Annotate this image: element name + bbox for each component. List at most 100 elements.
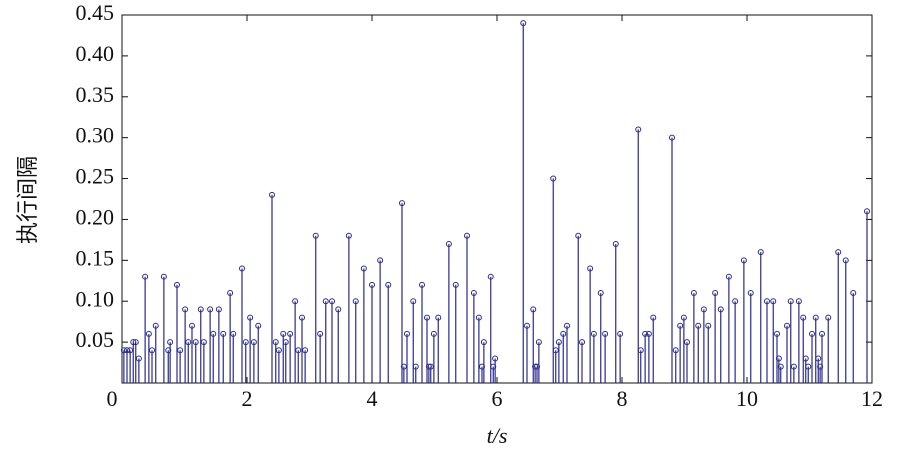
stem-marker [617,330,624,337]
stem-marker [864,208,870,215]
stem-marker [534,363,540,370]
stem-marker [335,306,342,313]
stem-marker [400,363,407,370]
x-axis-label: t/s [487,423,508,448]
stem-marker [732,298,739,305]
stem-marker [764,298,770,305]
stem-marker [842,257,849,264]
stem-marker [637,347,644,354]
stem-marker [784,322,790,329]
stem-marker [690,290,697,297]
stem-marker [145,330,152,337]
stem-marker [579,339,585,346]
stem-marker [535,339,542,346]
stem-marker [385,281,392,288]
stem-marker [210,330,217,337]
stem-marker [812,314,819,321]
stem-marker [684,339,690,346]
stem-marker [490,363,497,370]
stem-marker [197,306,204,313]
plot-frame [121,14,873,384]
stem-marker [152,322,159,329]
stem-marker [189,322,195,329]
stem-marker [282,339,289,346]
stem-marker [377,257,384,264]
stem-marker [740,257,747,264]
stem-marker [747,290,754,297]
stem-marker [705,322,712,329]
stem-marker [480,339,487,346]
stem-marker [424,314,430,321]
stem-marker [445,240,452,247]
stem-marker [215,306,222,313]
stem-marker [815,355,822,362]
y-tick-label: 0.10 [76,286,115,311]
x-tick-label: 2 [242,386,253,411]
stem-marker [677,322,684,329]
y-tick-label: 0.35 [76,82,115,107]
stem-marker [185,339,192,346]
stem-marker [790,363,797,370]
stem-marker [412,363,419,370]
x-tick-label: 4 [367,386,378,411]
stem-marker [802,355,809,362]
stem-marker [120,347,127,354]
stem-marker [590,330,597,337]
stem-marker [250,339,257,346]
stem-marker [602,330,609,337]
stem-marker [322,298,329,305]
stem-marker [587,265,594,272]
stem-marker [404,330,410,337]
stem-marker [575,232,582,239]
stem-marker [299,314,305,321]
stem-marker [479,363,485,370]
stem-marker [182,306,189,313]
stem-marker [530,306,537,313]
stem-marker [775,355,782,362]
stem-marker [777,363,784,370]
stem-marker [419,281,425,288]
stem-marker [242,339,249,346]
y-tick-label: 0.25 [76,164,115,189]
stem-marker [312,232,319,239]
stem-marker [272,339,279,346]
stem-marker [369,281,375,288]
stem-marker [360,265,367,272]
stem-marker [564,322,570,329]
stem-marker [425,363,432,370]
stem-marker [725,273,732,280]
stem-marker [524,322,530,329]
stem-marker [295,347,302,354]
stem-marker [174,281,180,288]
stem-marker [452,281,459,288]
stem-marker [757,249,764,256]
stem-marker [302,347,309,354]
stem-marker [850,290,857,297]
stem-marker [124,347,130,354]
y-tick-label: 0.40 [76,41,115,66]
stem-marker [207,306,214,313]
stem-marker [410,298,417,305]
stem-marker [329,298,335,305]
stem-marker [149,347,155,354]
stem-marker [317,330,324,337]
stem-marker [255,322,262,329]
stem-marker [835,249,842,256]
stem-marker [825,314,832,321]
stem-marker [269,191,275,198]
stem-marker [635,126,642,133]
stem-marker [352,298,359,305]
stem-marker [247,314,254,321]
stem-marker [487,273,494,280]
stem-marker [275,347,282,354]
stem-marker [672,347,679,354]
stem-marker [492,355,499,362]
stem-marker [717,306,724,313]
stem-marker [127,347,134,354]
stem-marker [800,314,807,321]
stem-marker [399,200,405,207]
stem-marker [560,330,567,337]
stem-marker [819,330,825,337]
y-tick-label: 0.30 [76,123,115,148]
